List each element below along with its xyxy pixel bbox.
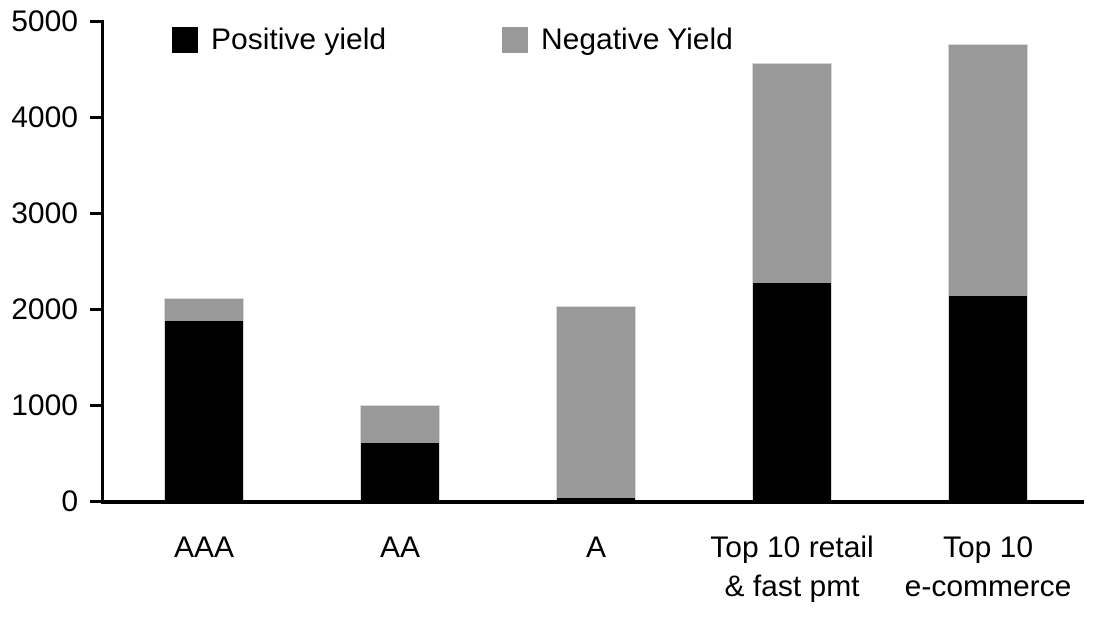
y-tick-mark-3000 (90, 212, 102, 215)
legend-label-positive-yield: Positive yield (211, 23, 387, 56)
bar-a (556, 306, 636, 503)
bar-aaa-negative-segment (165, 299, 243, 321)
y-tick-label-3000: 3000 (11, 197, 78, 230)
bar-aa-positive-segment (361, 443, 439, 502)
bar-aa (360, 405, 440, 503)
bar-top-10-e-commerce-negative-segment (949, 45, 1027, 296)
y-axis-line (101, 20, 104, 504)
bar-top-10-retail-fast-pmt-negative-segment (753, 64, 831, 283)
bar-top-10-retail-fast-pmt (752, 63, 832, 503)
legend-label-negative-yield: Negative Yield (541, 23, 733, 56)
x-axis-label-a: A (585, 531, 606, 564)
y-tick-label-1000: 1000 (11, 389, 78, 422)
bar-a-negative-segment (557, 307, 635, 498)
x-axis-label-top-10-retail-fast-pmt: Top 10 retail & fast pmt (710, 531, 874, 603)
legend-swatch-negative-yield-icon (502, 27, 528, 53)
y-tick-mark-5000 (90, 20, 102, 23)
bar-top-10-e-commerce-positive-segment (949, 296, 1027, 502)
bar-aaa-positive-segment (165, 321, 243, 502)
bar-top-10-retail-fast-pmt-positive-segment (753, 283, 831, 502)
y-tick-label-4000: 4000 (11, 101, 78, 134)
x-axis-line (101, 500, 1084, 504)
legend-swatch-positive-yield-icon (172, 27, 198, 53)
x-axis-label-aaa: AAA (173, 531, 235, 564)
y-tick-mark-4000 (90, 116, 102, 119)
y-tick-mark-0 (90, 500, 102, 503)
x-axis-label-top-10-e-commerce: Top 10 e-commerce (904, 531, 1072, 603)
y-tick-label-5000: 5000 (11, 5, 78, 38)
y-tick-mark-2000 (90, 308, 102, 311)
legend-item-negative-yield: Negative Yield (502, 23, 733, 57)
bar-aa-negative-segment (361, 406, 439, 443)
x-axis-label-aa: AA (379, 531, 421, 564)
y-tick-mark-1000 (90, 404, 102, 407)
y-tick-label-0: 0 (61, 485, 78, 518)
y-tick-label-2000: 2000 (11, 293, 78, 326)
legend-item-positive-yield: Positive yield (172, 23, 386, 57)
bar-top-10-e-commerce (948, 44, 1028, 503)
bar-aaa (164, 298, 244, 503)
